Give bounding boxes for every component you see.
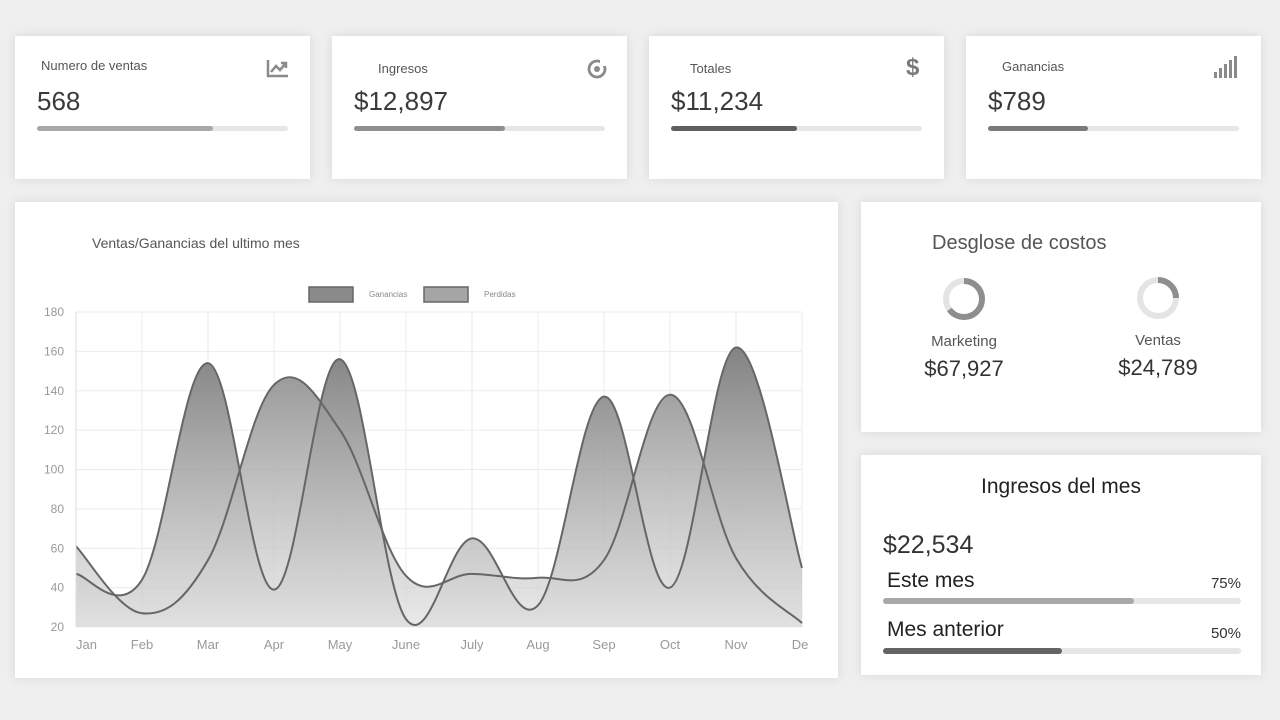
legend-label: Ganancias [369,290,407,299]
series-line-perdidas [75,376,803,624]
stat-label: Ganancias [1002,59,1065,74]
donut-chart [943,278,985,320]
x-tick-label: Feb [131,637,153,652]
x-tick-label: Oct [660,637,681,652]
income-progress-bar [883,648,1241,654]
y-tick-label: 120 [44,423,64,437]
donut-chart [1137,277,1179,319]
donut-segment [943,278,985,320]
income-title: Ingresos del mes [981,475,1141,498]
trending-up-icon [266,60,288,78]
y-tick-label: 100 [44,463,64,477]
x-tick-label: Nov [724,637,748,652]
cost-item-label: Ventas [1135,332,1181,349]
y-tick-label: 80 [51,502,65,516]
sales-profit-chart: 20 40 60 80 100 120 140 160 180 Jan Feb Mar Apr May Ju… [44,286,809,652]
stat-label: Totales [690,61,732,76]
donut-segment [1137,277,1179,319]
x-tick-label: Aug [526,637,549,652]
stat-label: Numero de ventas [41,58,148,73]
stat-value: 568 [37,86,81,116]
x-tick-label: June [392,637,420,652]
stat-card-sales: Numero de ventas 568 [15,36,310,179]
x-tick-label: Apr [264,637,285,652]
progress-bar [988,126,1239,131]
dollar-icon: $ [906,54,920,81]
x-tick-label: Sep [592,637,615,652]
x-tick-label: Jan [76,637,97,652]
progress-bar [37,126,288,131]
cost-item-value: $24,789 [1118,355,1198,380]
cost-item-value: $67,927 [924,356,1004,381]
income-row-percent: 50% [1210,625,1241,642]
sales-chart-card: Ventas/Ganancias del ultimo mes 20 40 60 80… [15,202,838,678]
series-area-perdidas [76,377,802,627]
legend-swatch [308,286,354,303]
signal-bars-icon [1214,56,1237,78]
stat-card-totals: Totales $11,234 $ [649,36,944,179]
series-line-ganancias [75,346,803,626]
cost-item-marketing: Marketing $67,927 [884,276,1044,382]
x-tick-label: De [792,637,809,652]
stat-value: $11,234 [671,86,764,116]
income-row-percent: 75% [1210,575,1241,592]
progress-bar [671,126,922,131]
stat-card-profit: Ganancias $789 [966,36,1261,179]
y-tick-label: 60 [51,541,65,555]
income-progress-bar [883,598,1241,604]
legend-label: Perdidas [484,290,516,299]
x-tick-label: Mar [197,637,220,652]
cost-item-sales: Ventas $24,789 [1078,275,1238,381]
cost-item-label: Marketing [931,333,997,350]
y-tick-label: 40 [51,581,65,595]
income-total: $22,534 [883,531,974,559]
y-tick-label: 140 [44,384,64,398]
legend-swatch [423,286,469,303]
y-tick-label: 20 [51,620,65,634]
monthly-income-card: Ingresos del mes $22,534 Este mes 75% Me… [861,455,1261,675]
stat-value: $12,897 [354,86,448,116]
x-tick-label: July [460,637,484,652]
x-tick-label: May [328,637,353,652]
cost-breakdown-title: Desglose de costos [932,232,1107,254]
chart-title: Ventas/Ganancias del ultimo mes [92,235,300,251]
target-icon [587,59,607,79]
stat-label: Ingresos [378,61,428,76]
stat-value: $789 [988,86,1046,116]
progress-bar [354,126,605,131]
income-row-label: Este mes [887,569,975,592]
stat-card-income: Ingresos $12,897 [332,36,627,179]
y-tick-label: 160 [44,344,64,358]
y-tick-label: 180 [44,305,64,319]
cost-breakdown-card: Desglose de costos Marketing $67,927 Ven… [861,202,1261,432]
income-row-label: Mes anterior [887,618,1004,641]
